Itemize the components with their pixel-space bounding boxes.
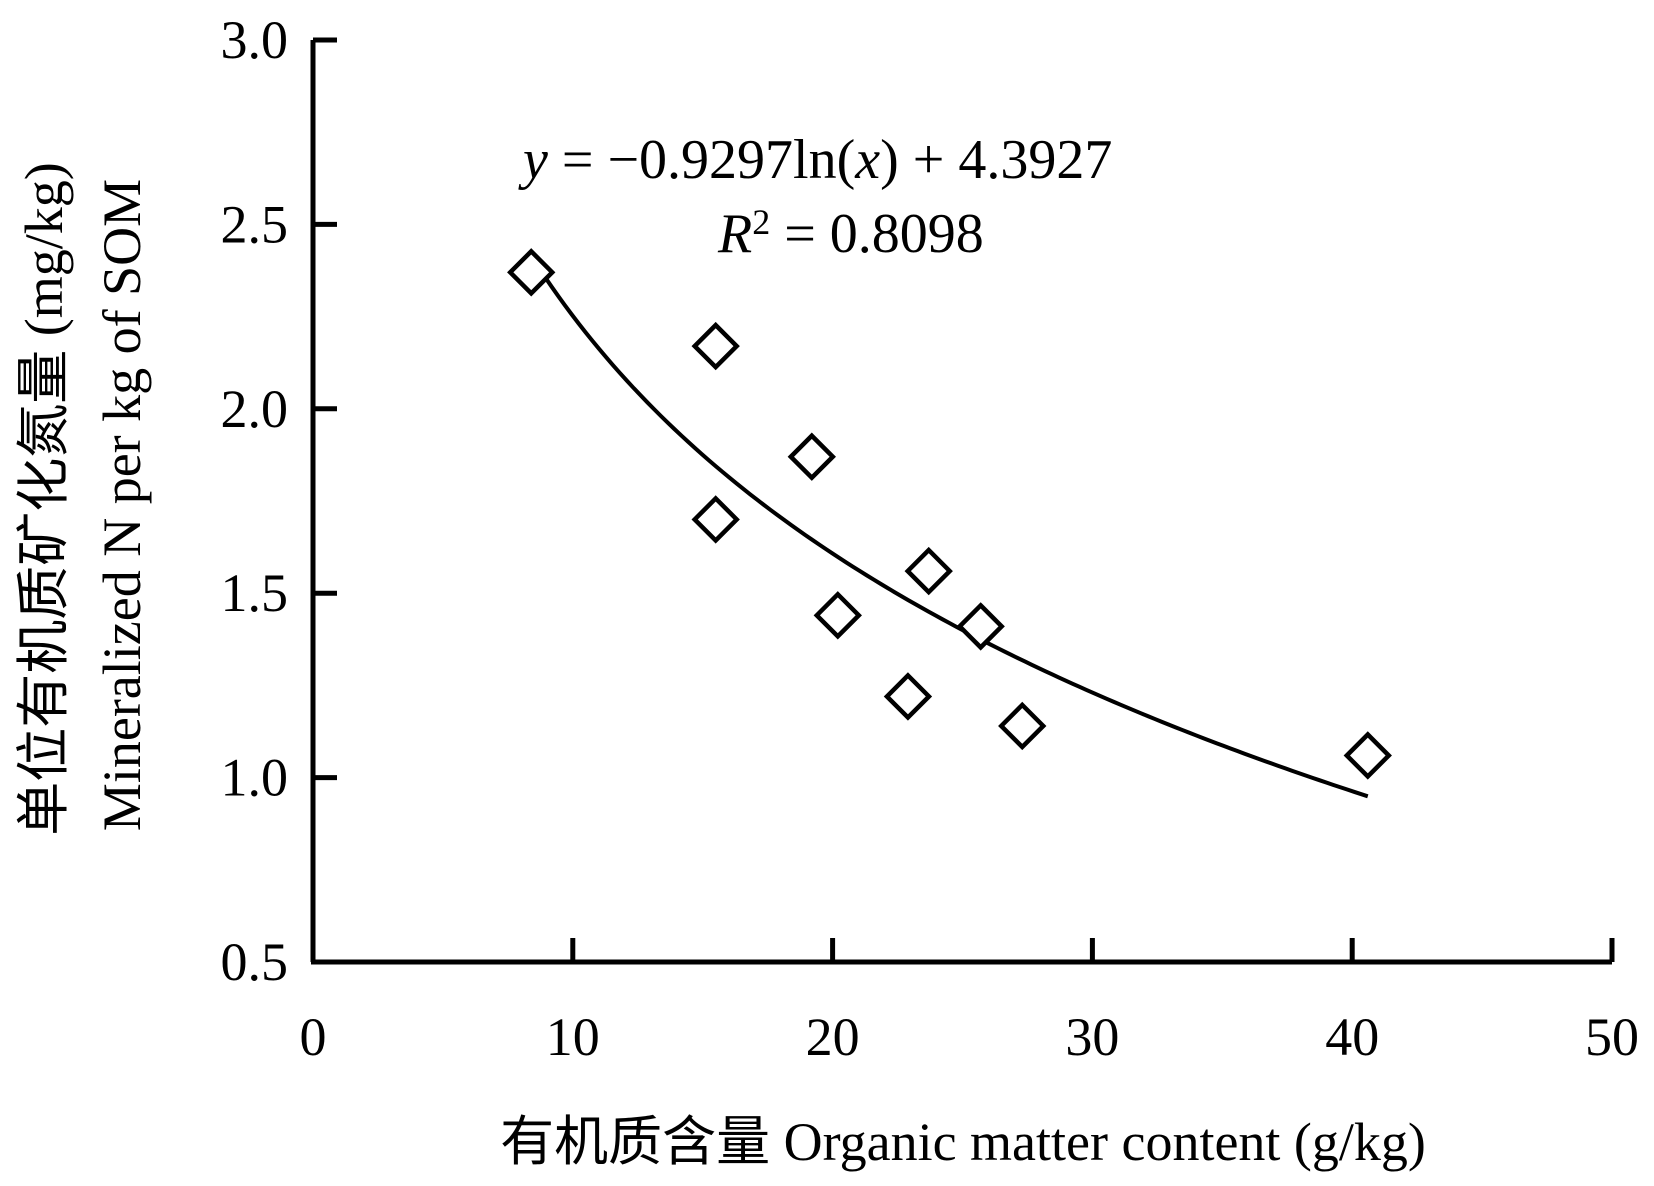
x-tick-label: 50 — [1585, 1007, 1639, 1067]
y-tick-label: 2.0 — [221, 379, 289, 439]
x-tick-label: 40 — [1325, 1007, 1379, 1067]
x-tick-label: 10 — [546, 1007, 600, 1067]
y-axis-title-line2-group: Mineralized N per kg of SOM — [92, 179, 152, 831]
tick-marks — [313, 37, 1615, 965]
data-point — [1343, 731, 1392, 780]
data-point — [691, 321, 740, 371]
data-point — [787, 432, 836, 481]
equation-body: = −0.9297ln( — [548, 129, 855, 191]
regression-equation: y = −0.9297ln(x) + 4.3927 — [518, 129, 1112, 191]
equation-tail: ) + 4.3927 — [880, 129, 1112, 191]
y-axis-title-line2: Mineralized N per kg of SOM — [92, 179, 152, 831]
y-tick-label: 3.0 — [221, 10, 289, 70]
y-axis-title-line1-group: 单位有机质矿化氮量 (mg/kg) — [14, 162, 74, 835]
data-point — [813, 591, 862, 640]
axes — [310, 40, 1612, 965]
y-axis-title-line1: 单位有机质矿化氮量 (mg/kg) — [14, 162, 74, 835]
r-squared-superscript: 2 — [752, 202, 770, 242]
x-axis-title: 有机质含量 Organic matter content (g/kg) — [500, 1112, 1426, 1172]
y-tick-label: 1.0 — [221, 748, 289, 808]
equation-x-var: x — [854, 129, 880, 191]
tick-labels: 0.5 1.0 1.5 2.0 2.5 3.0 0 10 20 30 40 50 — [221, 10, 1640, 1067]
trendline-group — [542, 274, 1369, 799]
log-trendline — [542, 274, 1369, 799]
x-tick-label: 20 — [806, 1007, 860, 1067]
x-tick-label: 0 — [300, 1007, 327, 1067]
r-squared-value: = 0.8098 — [770, 203, 984, 265]
data-point — [507, 248, 556, 297]
y-tick-label: 1.5 — [221, 563, 289, 623]
data-point — [883, 672, 933, 721]
y-tick-label: 2.5 — [221, 194, 289, 254]
equation-y-var: y — [518, 129, 548, 191]
data-points — [507, 248, 1392, 780]
data-point — [998, 701, 1047, 751]
r-squared-var: R — [717, 203, 752, 265]
data-point — [904, 546, 953, 596]
data-point — [956, 602, 1005, 651]
r-squared-label: R2 = 0.8098 — [717, 202, 984, 265]
data-point — [691, 495, 740, 544]
x-tick-label: 30 — [1065, 1007, 1119, 1067]
y-tick-label: 0.5 — [221, 932, 289, 992]
